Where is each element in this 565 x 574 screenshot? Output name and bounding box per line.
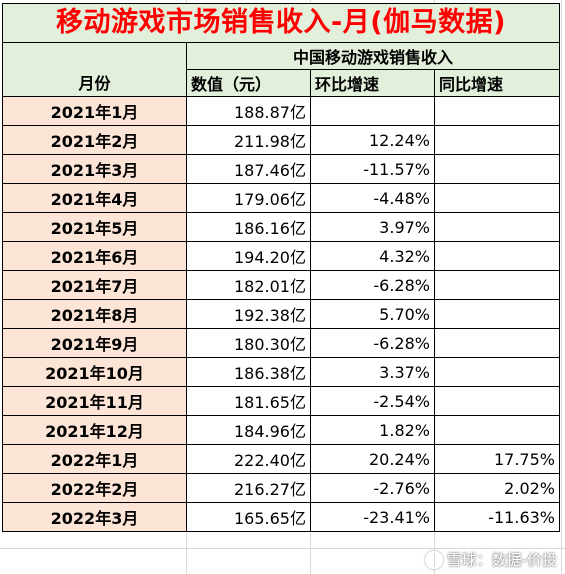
- value-cell[interactable]: 192.38亿: [186, 299, 311, 329]
- header-mom[interactable]: 环比增速: [310, 69, 435, 97]
- yoy-cell[interactable]: [434, 270, 560, 300]
- month-cell[interactable]: 2022年3月: [2, 502, 187, 532]
- table-row: 2022年3月 165.65亿 -23.41% -11.63%: [2, 502, 560, 532]
- yoy-cell[interactable]: [434, 357, 560, 387]
- grid-line: [0, 548, 565, 549]
- mom-cell[interactable]: 20.24%: [310, 444, 435, 474]
- mom-cell[interactable]: 3.37%: [310, 357, 435, 387]
- watermark-text: 雪球：数据-价投: [446, 551, 557, 569]
- header-yoy-label: 同比增速: [439, 75, 504, 94]
- value-cell[interactable]: 184.96亿: [186, 415, 311, 445]
- yoy-cell[interactable]: [434, 328, 560, 358]
- mom-cell[interactable]: 3.97%: [310, 212, 435, 242]
- month-cell[interactable]: 2021年5月: [2, 212, 187, 242]
- yoy-cell[interactable]: [434, 299, 560, 329]
- yoy-cell[interactable]: [434, 183, 560, 213]
- header-month[interactable]: 月份: [2, 42, 187, 97]
- table-row: 2021年9月 180.30亿 -6.28%: [2, 328, 560, 358]
- month-cell[interactable]: 2021年7月: [2, 270, 187, 300]
- yoy-cell[interactable]: [434, 125, 560, 155]
- sheet-title: 移动游戏市场销售收入-月(伽马数据): [2, 3, 560, 43]
- month-cell[interactable]: 2021年9月: [2, 328, 187, 358]
- value-cell[interactable]: 188.87亿: [186, 96, 311, 126]
- value-cell[interactable]: 211.98亿: [186, 125, 311, 155]
- mom-cell[interactable]: -6.28%: [310, 270, 435, 300]
- header-group-label: 中国移动游戏销售收入: [292, 48, 453, 67]
- month-cell[interactable]: 2021年6月: [2, 241, 187, 271]
- value-cell[interactable]: 180.30亿: [186, 328, 311, 358]
- yoy-cell[interactable]: 17.75%: [434, 444, 560, 474]
- value-cell[interactable]: 179.06亿: [186, 183, 311, 213]
- mom-cell[interactable]: [310, 96, 435, 126]
- yoy-cell[interactable]: -11.63%: [434, 502, 560, 532]
- mom-cell[interactable]: -23.41%: [310, 502, 435, 532]
- header-group[interactable]: 中国移动游戏销售收入: [186, 42, 560, 70]
- value-cell[interactable]: 165.65亿: [186, 502, 311, 532]
- yoy-cell[interactable]: [434, 212, 560, 242]
- month-cell[interactable]: 2021年11月: [2, 386, 187, 416]
- mom-cell[interactable]: -2.54%: [310, 386, 435, 416]
- mom-cell[interactable]: 4.32%: [310, 241, 435, 271]
- header-month-label: 月份: [78, 74, 111, 93]
- table-row: 2021年6月 194.20亿 4.32%: [2, 241, 560, 271]
- month-cell[interactable]: 2021年4月: [2, 183, 187, 213]
- table-row: 2021年7月 182.01亿 -6.28%: [2, 270, 560, 300]
- mom-cell[interactable]: -6.28%: [310, 328, 435, 358]
- month-cell[interactable]: 2021年1月: [2, 96, 187, 126]
- mom-cell[interactable]: -11.57%: [310, 154, 435, 184]
- table-row: 2021年11月 181.65亿 -2.54%: [2, 386, 560, 416]
- mom-cell[interactable]: 1.82%: [310, 415, 435, 445]
- value-cell[interactable]: 186.16亿: [186, 212, 311, 242]
- mom-cell[interactable]: 12.24%: [310, 125, 435, 155]
- value-cell[interactable]: 194.20亿: [186, 241, 311, 271]
- value-cell[interactable]: 181.65亿: [186, 386, 311, 416]
- table-row: 2022年1月 222.40亿 20.24% 17.75%: [2, 444, 560, 474]
- value-cell[interactable]: 182.01亿: [186, 270, 311, 300]
- revenue-table: 月份 中国移动游戏销售收入 数值（元） 环比增速 同比增速 2021年1月 188…: [2, 42, 560, 532]
- yoy-cell[interactable]: [434, 386, 560, 416]
- yoy-cell[interactable]: [434, 415, 560, 445]
- table-row: 2021年4月 179.06亿 -4.48%: [2, 183, 560, 213]
- yoy-cell[interactable]: [434, 241, 560, 271]
- table-row: 2021年10月 186.38亿 3.37%: [2, 357, 560, 387]
- month-cell[interactable]: 2021年3月: [2, 154, 187, 184]
- table-row: 2021年2月 211.98亿 12.24%: [2, 125, 560, 155]
- snowball-logo-icon: [424, 550, 443, 569]
- mom-cell[interactable]: -4.48%: [310, 183, 435, 213]
- value-cell[interactable]: 187.46亿: [186, 154, 311, 184]
- yoy-cell[interactable]: [434, 96, 560, 126]
- table-row: 2021年1月 188.87亿: [2, 96, 560, 126]
- table-row: 2021年12月 184.96亿 1.82%: [2, 415, 560, 445]
- header-value[interactable]: 数值（元）: [186, 69, 311, 97]
- month-cell[interactable]: 2022年2月: [2, 473, 187, 503]
- yoy-cell[interactable]: 2.02%: [434, 473, 560, 503]
- value-cell[interactable]: 222.40亿: [186, 444, 311, 474]
- header-value-label: 数值（元）: [191, 75, 272, 94]
- month-cell[interactable]: 2021年12月: [2, 415, 187, 445]
- header-yoy[interactable]: 同比增速: [434, 69, 560, 97]
- table-row: 2021年3月 187.46亿 -11.57%: [2, 154, 560, 184]
- value-cell[interactable]: 216.27亿: [186, 473, 311, 503]
- header-mom-label: 环比增速: [315, 75, 380, 94]
- value-cell[interactable]: 186.38亿: [186, 357, 311, 387]
- table-row: 2022年2月 216.27亿 -2.76% 2.02%: [2, 473, 560, 503]
- watermark: 雪球：数据-价投: [424, 549, 557, 570]
- mom-cell[interactable]: -2.76%: [310, 473, 435, 503]
- yoy-cell[interactable]: [434, 154, 560, 184]
- month-cell[interactable]: 2022年1月: [2, 444, 187, 474]
- table-row: 2021年5月 186.16亿 3.97%: [2, 212, 560, 242]
- table-row: 2021年8月 192.38亿 5.70%: [2, 299, 560, 329]
- month-cell[interactable]: 2021年8月: [2, 299, 187, 329]
- month-cell[interactable]: 2021年10月: [2, 357, 187, 387]
- month-cell[interactable]: 2021年2月: [2, 125, 187, 155]
- mom-cell[interactable]: 5.70%: [310, 299, 435, 329]
- grid-line: [561, 0, 562, 574]
